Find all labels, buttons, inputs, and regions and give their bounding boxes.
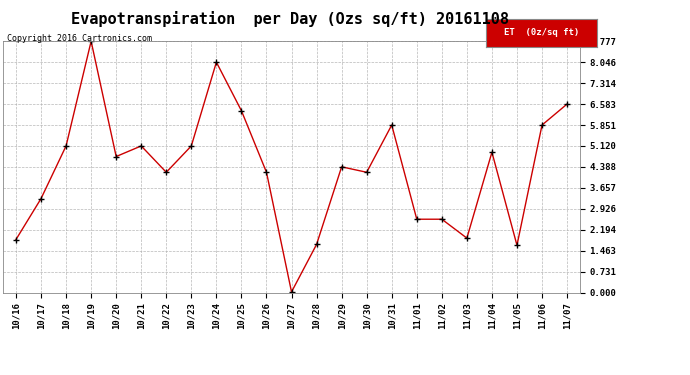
- Text: Copyright 2016 Cartronics.com: Copyright 2016 Cartronics.com: [7, 34, 152, 43]
- Text: Evapotranspiration  per Day (Ozs sq/ft) 20161108: Evapotranspiration per Day (Ozs sq/ft) 2…: [71, 11, 509, 27]
- Text: ET  (0z/sq ft): ET (0z/sq ft): [504, 28, 580, 38]
